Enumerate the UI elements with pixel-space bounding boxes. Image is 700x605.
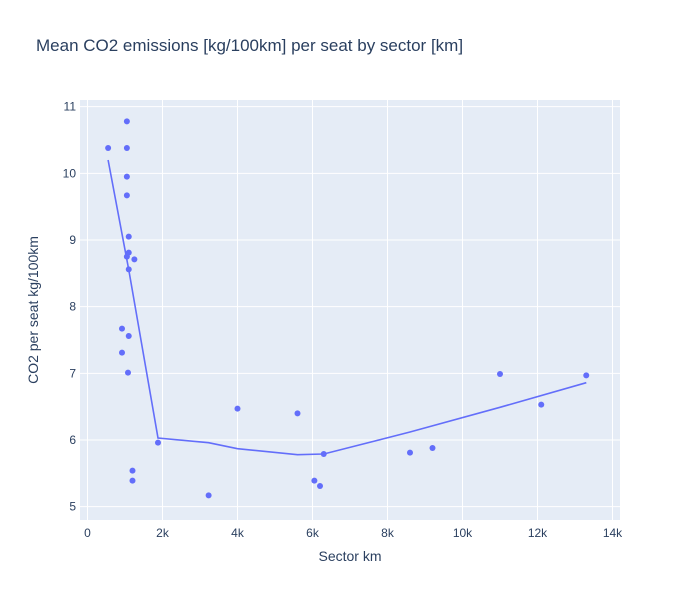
y-tick-label: 8 <box>69 300 76 314</box>
y-tick-label: 9 <box>69 233 76 247</box>
data-point[interactable] <box>407 449 413 456</box>
data-point[interactable] <box>129 477 136 484</box>
data-point[interactable] <box>125 266 132 273</box>
data-point[interactable] <box>125 333 132 339</box>
data-point[interactable] <box>119 325 125 332</box>
y-tick-label: 7 <box>69 366 76 380</box>
data-point[interactable] <box>129 467 136 474</box>
data-point[interactable] <box>497 371 503 377</box>
data-point[interactable] <box>317 483 323 489</box>
data-point[interactable] <box>123 145 130 151</box>
data-point[interactable] <box>320 451 327 457</box>
data-point[interactable] <box>294 410 301 417</box>
x-axis-title: Sector km <box>318 548 381 564</box>
x-tick-label: 12k <box>528 526 548 540</box>
x-tick-label: 10k <box>453 526 473 540</box>
data-point[interactable] <box>125 369 131 376</box>
data-point[interactable] <box>155 439 161 446</box>
data-point[interactable] <box>119 349 125 356</box>
data-point[interactable] <box>123 253 130 260</box>
x-tick-label: 6k <box>306 526 320 540</box>
y-tick-label: 11 <box>64 100 77 114</box>
data-point[interactable] <box>123 192 130 199</box>
data-point[interactable] <box>205 492 212 499</box>
tick-labels: 0 2k 4k 6k 8k 10k 12k 14k 5 6 7 8 9 10 11 <box>63 100 624 540</box>
data-point[interactable] <box>583 372 590 379</box>
x-tick-label: 2k <box>156 526 170 540</box>
data-point[interactable] <box>311 477 318 484</box>
data-point[interactable] <box>234 405 241 412</box>
chart-title: Mean CO2 emissions [kg/100km] per seat b… <box>36 36 463 55</box>
y-tick-label: 5 <box>69 500 76 514</box>
x-tick-label: 4k <box>231 526 245 540</box>
x-tick-label: 8k <box>381 526 395 540</box>
y-tick-label: 6 <box>69 433 76 447</box>
data-point[interactable] <box>105 145 112 151</box>
data-point[interactable] <box>429 445 436 451</box>
data-point[interactable] <box>123 118 130 125</box>
data-point[interactable] <box>131 256 138 263</box>
data-points <box>105 118 590 499</box>
y-axis-title: CO2 per seat kg/100km <box>25 236 41 384</box>
trend-line <box>107 159 587 456</box>
x-tick-label: 0 <box>84 526 91 540</box>
data-point[interactable] <box>123 173 130 180</box>
plot-area <box>80 100 620 520</box>
data-point[interactable] <box>538 401 545 408</box>
y-tick-label: 10 <box>63 166 77 180</box>
x-tick-label: 14k <box>603 526 623 540</box>
trend-line-layer <box>107 159 587 456</box>
data-point[interactable] <box>125 233 132 240</box>
gridlines <box>80 100 620 520</box>
